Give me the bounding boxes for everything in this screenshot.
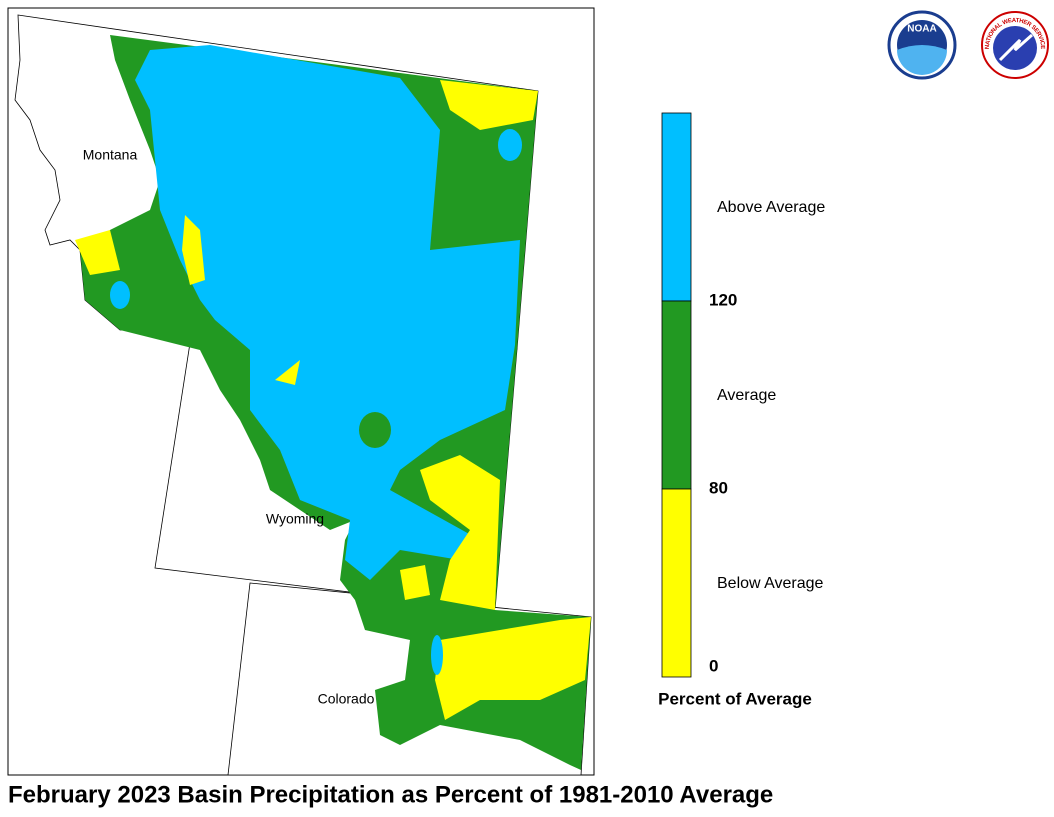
basin-below <box>75 230 120 275</box>
basin-above <box>110 281 130 309</box>
basin-below <box>435 617 591 720</box>
legend-swatch <box>661 488 692 678</box>
state-label: Colorado <box>318 691 375 707</box>
basin-below <box>182 215 205 285</box>
basin-above <box>498 129 522 161</box>
basin-above <box>135 45 520 580</box>
logo-text: NOAA <box>907 24 936 35</box>
legend-swatch <box>661 112 692 302</box>
basin-above <box>431 635 443 675</box>
legend-tick: 120 <box>709 290 737 309</box>
basin-below <box>275 360 300 385</box>
basin-below <box>440 80 538 130</box>
state-label: Wyoming <box>266 511 324 527</box>
legend: Above Average Average Below Average 120 80 0 <box>661 112 825 678</box>
page-title: February 2023 Basin Precipitation as Per… <box>8 781 773 808</box>
map <box>14 14 592 776</box>
legend-tick: 0 <box>709 656 718 675</box>
nws-logo: NATIONAL WEATHER SERVICE <box>981 11 1049 79</box>
legend-label: Average <box>717 387 776 404</box>
state-label: Montana <box>83 147 138 163</box>
legend-swatch <box>661 300 692 490</box>
basin-below <box>420 455 500 610</box>
noaa-logo: NOAA <box>887 10 957 80</box>
legend-tick: 80 <box>709 478 728 497</box>
legend-label: Above Average <box>717 199 825 216</box>
basin-below <box>400 565 430 600</box>
legend-label: Below Average <box>717 575 824 592</box>
legend-title: Percent of Average <box>658 689 812 708</box>
basin-average <box>359 412 391 448</box>
